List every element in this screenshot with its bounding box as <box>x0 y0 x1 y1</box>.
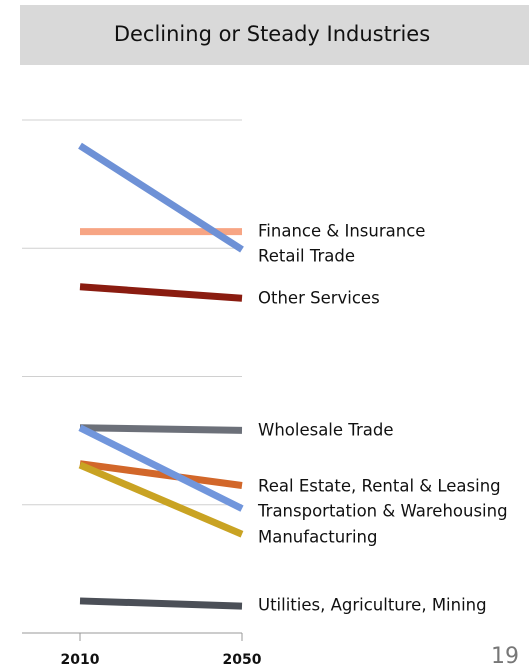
series-label: Other Services <box>258 289 380 308</box>
series-line <box>79 460 243 489</box>
series-label: Real Estate, Rental & Leasing <box>258 477 501 496</box>
series-line <box>78 461 244 538</box>
series-label: Manufacturing <box>258 528 377 547</box>
title-box <box>20 5 529 65</box>
series-line <box>78 424 244 512</box>
series-label: Finance & Insurance <box>258 222 425 241</box>
series-line <box>79 597 243 610</box>
series-line <box>79 424 243 434</box>
x-tick-label: 2050 <box>223 652 262 668</box>
series-label: Wholesale Trade <box>258 421 393 440</box>
chart-title: Declining or Steady Industries <box>114 22 430 46</box>
page-number: 19 <box>491 644 519 669</box>
series-label: Utilities, Agriculture, Mining <box>258 596 487 615</box>
series-line <box>78 142 244 253</box>
series-line <box>79 283 243 302</box>
series-label: Transportation & Warehousing <box>257 502 508 521</box>
series-label: Retail Trade <box>258 247 355 266</box>
x-tick-label: 2010 <box>61 652 100 668</box>
